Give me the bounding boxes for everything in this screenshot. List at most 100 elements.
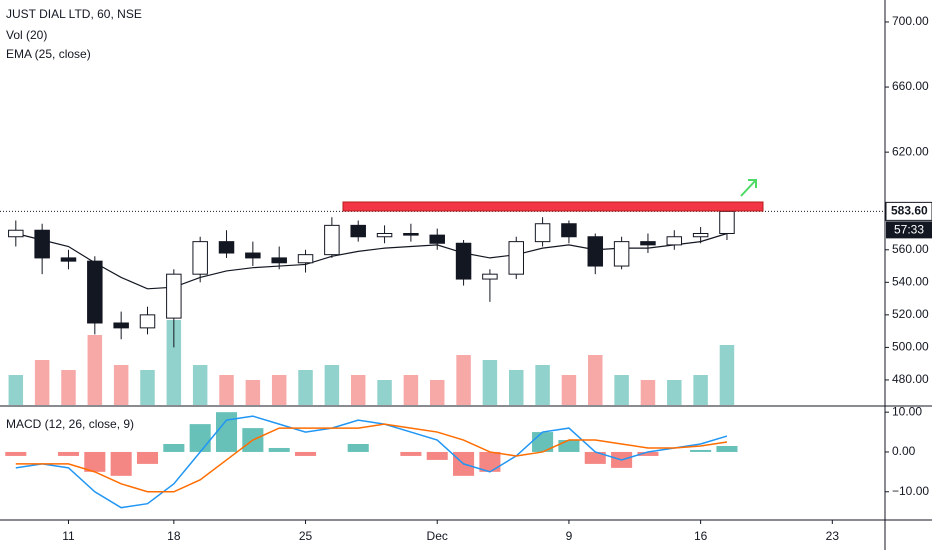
volume-bar [245,380,261,405]
y-tick-label: 620.00 [892,144,929,158]
candle-body [455,242,472,280]
candle-body [376,232,393,238]
histogram-bar [716,445,738,452]
histogram-bar [57,451,80,456]
volume-bar [271,375,287,405]
volume-bar [482,360,498,405]
candle-body [113,322,129,329]
histogram-bar [690,449,712,452]
volume-bar [350,375,366,405]
volume-bar [588,355,603,405]
y-tick-label: 10.00 [892,404,922,418]
y-tick-label: 540.00 [892,274,929,288]
histogram-bar [215,412,238,452]
volume-bar [667,380,682,405]
candle-body [139,314,156,329]
volume-bar [8,375,24,405]
chart-title: JUST DIAL LTD, 60, NSE [6,7,142,21]
breakout-arrow [740,179,757,197]
candle-body [87,260,103,324]
y-tick-label: 520.00 [892,307,929,321]
histogram-bar [5,451,27,456]
volume-bar [324,365,340,405]
macd-title: MACD (12, 26, close, 9) [6,417,134,431]
histogram-bar [426,451,448,460]
volume-bar [509,370,524,405]
volume-bar [377,380,392,405]
histogram-bar [584,451,606,464]
candle-body [561,223,577,238]
candle-body [613,241,630,267]
countdown-box [886,221,932,239]
x-tick-label: 23 [826,529,840,543]
candle-body [271,257,287,264]
histogram-bar [84,451,106,472]
x-tick-label: 9 [566,529,573,543]
candle-body [640,241,656,246]
candle-body [297,254,314,264]
volume-bar [87,335,103,405]
macd-line [15,423,728,493]
histogram-bar [136,451,159,464]
histogram-bar [479,451,501,472]
candle-body [60,257,77,262]
candle-body [508,241,524,275]
histogram-bar [347,444,369,452]
last-price-label: 583.60 [891,204,928,218]
candle-body [482,273,498,280]
volume-bar [535,365,550,405]
candle-body [350,224,366,238]
candle-body [8,229,24,238]
x-tick-label: Dec [427,529,448,543]
volume-bar [693,375,708,405]
volume-bar [140,370,155,405]
histogram-bar [268,447,290,452]
volume-bar [456,355,471,405]
histogram-bar [295,451,317,456]
x-tick-label: 25 [299,529,313,543]
candle-body [692,232,709,238]
candle-body [587,236,604,267]
x-tick-label: 16 [694,529,708,543]
candle-body [192,241,208,275]
histogram-bar [189,424,211,452]
histogram-bar [558,440,580,452]
ema-line [15,232,728,290]
volume-bar [429,380,445,405]
volume-bar [166,320,182,405]
candle-body [34,229,50,259]
y-tick-label: 700.00 [892,14,929,28]
y-tick-label: 660.00 [892,79,929,93]
candle-body [218,241,235,254]
y-tick-label: −10.00 [892,484,929,498]
candle-body [534,223,551,243]
histogram-bar [400,451,422,456]
last-price-box [885,201,932,221]
volume-bar [113,365,129,405]
x-tick-label: 11 [62,529,75,543]
resistance-zone [342,201,764,212]
candle-body [719,210,735,234]
volume-bar [61,370,76,405]
volume-bar [34,360,50,405]
candle-body [403,232,419,236]
volume-title: Vol (20) [6,28,47,42]
x-tick-label: 18 [167,529,181,543]
y-tick-label: 500.00 [892,340,929,354]
volume-bar [219,375,234,405]
histogram-bar [110,451,132,476]
volume-bar [192,365,208,405]
histogram-bar [163,444,185,452]
candle-body [324,224,340,256]
candle-body [166,273,182,319]
volume-bar [719,345,735,405]
ema-title: EMA (25, close) [6,47,91,61]
countdown-label: 57:33 [894,223,924,237]
volume-bar [640,380,656,405]
histogram-bar [637,451,659,456]
candle-body [245,252,261,259]
volume-bar [561,375,577,405]
y-tick-label: 560.00 [892,242,929,256]
volume-bar [403,375,419,405]
